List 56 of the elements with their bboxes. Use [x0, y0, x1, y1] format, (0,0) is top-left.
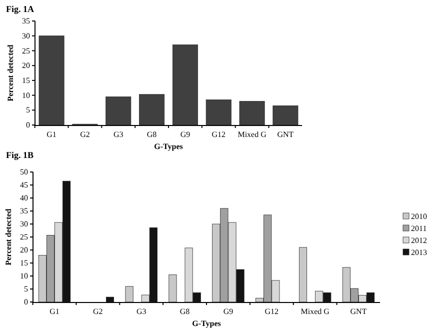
y-tick-label: 20: [20, 246, 28, 255]
y-tick-label: 35: [22, 16, 30, 26]
bar: [172, 44, 198, 126]
x-tick-label: Mixed G: [238, 130, 267, 139]
x-tick-label: G3: [136, 307, 146, 316]
y-tick-label: 15: [20, 258, 28, 268]
bar: [168, 274, 177, 302]
y-tick-label: 0: [24, 298, 28, 307]
y-tick-label: 5: [24, 284, 28, 294]
y-axis-title: Percent detected: [4, 208, 13, 266]
bar: [106, 296, 114, 302]
chart-title: Fig. 1A: [6, 4, 34, 14]
x-tick-label: GNT: [350, 307, 367, 316]
y-tick-label: 10: [22, 90, 30, 100]
y-tick-label: 0: [26, 120, 30, 130]
bar: [239, 101, 265, 126]
bar: [272, 105, 298, 126]
y-tick-label: 5: [26, 106, 30, 115]
bar: [38, 36, 64, 126]
y-tick-label: 50: [20, 168, 28, 177]
x-tick-label: Mixed G: [300, 307, 330, 316]
y-tick-label: 15: [22, 76, 30, 85]
x-tick-label: GNT: [277, 130, 294, 139]
y-tick-label: 40: [20, 194, 28, 203]
y-tick-label: 20: [22, 61, 30, 70]
x-tick-label: G8: [146, 130, 157, 139]
y-tick-label: 25: [20, 232, 28, 242]
bar: [298, 247, 308, 302]
bar: [139, 94, 165, 126]
legend-label: 2011: [411, 224, 427, 233]
chart-title: Fig. 1B: [6, 150, 34, 160]
x-tick-label: G3: [113, 130, 124, 139]
bar: [206, 100, 232, 126]
x-tick-label: G2: [80, 130, 90, 139]
x-tick-label: G8: [180, 307, 190, 316]
legend-label: 2013: [411, 248, 427, 257]
x-tick-label: G9: [223, 307, 234, 316]
y-tick-label: 10: [20, 272, 28, 281]
x-tick-label: G1: [46, 130, 56, 139]
x-tick-label: G12: [264, 307, 279, 316]
x-tick-label: G1: [50, 307, 60, 316]
y-tick-label: 35: [20, 206, 28, 216]
bar: [106, 96, 132, 126]
x-axis-title: G-Types: [192, 319, 221, 328]
y-tick-label: 30: [20, 220, 28, 229]
x-tick-label: G12: [212, 130, 226, 139]
x-tick-label: G2: [93, 307, 103, 316]
x-tick-label: G9: [180, 130, 190, 139]
y-axis-title: Percent detected: [6, 44, 15, 102]
y-tick-label: 25: [22, 46, 30, 56]
legend-label: 2012: [411, 236, 427, 245]
x-axis-title: G-Types: [154, 142, 183, 151]
legend-label: 2010: [411, 212, 427, 221]
y-tick-label: 30: [22, 31, 30, 40]
bar: [125, 286, 134, 302]
y-tick-label: 45: [20, 180, 28, 190]
